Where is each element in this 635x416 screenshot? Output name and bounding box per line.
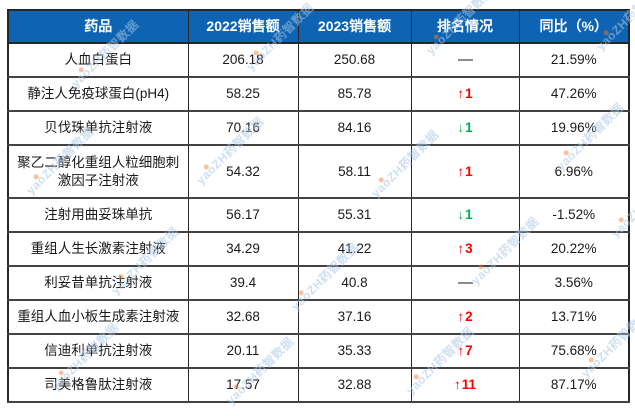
drug-name-cell: 司美格鲁肽注射液 bbox=[7, 367, 189, 403]
rank-change-cell: ↑7 bbox=[410, 333, 520, 369]
sales-2022-cell: 17.57 bbox=[187, 367, 299, 403]
rank-value: 1 bbox=[465, 163, 473, 179]
rank-arrow-icon: ↑ bbox=[457, 163, 465, 179]
drug-name-cell: 静注人免疫球蛋白(pH4) bbox=[7, 76, 189, 112]
rank-arrow-icon: ↑ bbox=[457, 86, 465, 102]
sales-2022-cell: 34.29 bbox=[187, 231, 299, 267]
yoy-cell: 3.56% bbox=[518, 265, 630, 301]
sales-2022-cell: 32.68 bbox=[187, 299, 299, 335]
yoy-cell: 21.59% bbox=[518, 42, 630, 78]
sales-2023-cell: 85.78 bbox=[297, 76, 412, 112]
rank-value: 1 bbox=[465, 120, 473, 136]
rank-value: 11 bbox=[461, 377, 477, 393]
table-row: 贝伐珠单抗注射液 70.16 84.16 ↓1 19.96% bbox=[7, 110, 630, 146]
drug-name-cell: 聚乙二醇化重组人粒细胞刺激因子注射液 bbox=[7, 144, 189, 199]
yoy-cell: 87.17% bbox=[518, 367, 630, 403]
sales-2022-cell: 39.4 bbox=[187, 265, 299, 301]
sales-2022-cell: 206.18 bbox=[187, 42, 299, 78]
sales-2023-cell: 250.68 bbox=[297, 42, 412, 78]
rank-arrow-icon: ↑ bbox=[457, 343, 465, 359]
table-row: 注射用曲妥珠单抗 56.17 55.31 ↓1 -1.52% bbox=[7, 197, 630, 233]
rank-value: 1 bbox=[465, 207, 473, 223]
sales-2022-cell: 20.11 bbox=[187, 333, 299, 369]
table-header-row: 药品 2022销售额 2023销售额 排名情况 同比（%） bbox=[7, 9, 630, 44]
drug-sales-table: 药品 2022销售额 2023销售额 排名情况 同比（%） 人血白蛋白 206.… bbox=[7, 9, 630, 403]
rank-value: 1 bbox=[465, 86, 473, 102]
sales-2022-cell: 58.25 bbox=[187, 76, 299, 112]
yoy-cell: 75.68% bbox=[518, 333, 630, 369]
sales-2023-cell: 37.16 bbox=[297, 299, 412, 335]
rank-value: 7 bbox=[465, 343, 473, 359]
yoy-cell: 19.96% bbox=[518, 110, 630, 146]
rank-change-cell: ↓1 bbox=[410, 110, 520, 146]
yoy-cell: 47.26% bbox=[518, 76, 630, 112]
sales-2023-cell: 55.31 bbox=[297, 197, 412, 233]
rank-change-cell: ↓1 bbox=[410, 197, 520, 233]
rank-change-cell: ↑2 bbox=[410, 299, 520, 335]
table-row: 重组人生长激素注射液 34.29 41.22 ↑3 20.22% bbox=[7, 231, 630, 267]
rank-arrow-icon: ↑ bbox=[453, 377, 461, 393]
rank-arrow-icon: ↓ bbox=[457, 120, 465, 136]
rank-arrow-icon: ↓ bbox=[457, 207, 465, 223]
yoy-cell: 6.96% bbox=[518, 144, 630, 199]
sales-2023-cell: 32.88 bbox=[297, 367, 412, 403]
col-header-sales-2023: 2023销售额 bbox=[297, 9, 412, 44]
rank-value: 2 bbox=[465, 309, 473, 325]
table-row: 信迪利单抗注射液 20.11 35.33 ↑7 75.68% bbox=[7, 333, 630, 369]
rank-arrow-icon: ↑ bbox=[457, 241, 465, 257]
sales-2023-cell: 84.16 bbox=[297, 110, 412, 146]
rank-change-cell: — bbox=[410, 42, 520, 78]
rank-change-cell: ↑11 bbox=[410, 367, 520, 403]
sales-2023-cell: 40.8 bbox=[297, 265, 412, 301]
yoy-cell: 13.71% bbox=[518, 299, 630, 335]
table-row: 司美格鲁肽注射液 17.57 32.88 ↑11 87.17% bbox=[7, 367, 630, 403]
sales-2023-cell: 58.11 bbox=[297, 144, 412, 199]
sales-2022-cell: 56.17 bbox=[187, 197, 299, 233]
rank-arrow-icon: — bbox=[458, 51, 473, 69]
rank-arrow-icon: — bbox=[458, 274, 473, 292]
drug-name-cell: 重组人血小板生成素注射液 bbox=[7, 299, 189, 335]
rank-change-cell: — bbox=[410, 265, 520, 301]
sales-2023-cell: 41.22 bbox=[297, 231, 412, 267]
drug-name-cell: 注射用曲妥珠单抗 bbox=[7, 197, 189, 233]
table-row: 利妥昔单抗注射液 39.4 40.8 — 3.56% bbox=[7, 265, 630, 301]
yoy-cell: -1.52% bbox=[518, 197, 630, 233]
drug-name-cell: 人血白蛋白 bbox=[7, 42, 189, 78]
col-header-drug: 药品 bbox=[7, 9, 189, 44]
sales-2022-cell: 70.16 bbox=[187, 110, 299, 146]
drug-name-cell: 信迪利单抗注射液 bbox=[7, 333, 189, 369]
table-row: 静注人免疫球蛋白(pH4) 58.25 85.78 ↑1 47.26% bbox=[7, 76, 630, 112]
col-header-yoy: 同比（%） bbox=[518, 9, 630, 44]
rank-change-cell: ↑1 bbox=[410, 76, 520, 112]
yoy-cell: 20.22% bbox=[518, 231, 630, 267]
col-header-sales-2022: 2022销售额 bbox=[187, 9, 299, 44]
table-row: 聚乙二醇化重组人粒细胞刺激因子注射液 54.32 58.11 ↑1 6.96% bbox=[7, 144, 630, 199]
table-row: 重组人血小板生成素注射液 32.68 37.16 ↑2 13.71% bbox=[7, 299, 630, 335]
rank-value: 3 bbox=[465, 241, 473, 257]
sales-2022-cell: 54.32 bbox=[187, 144, 299, 199]
drug-name-cell: 重组人生长激素注射液 bbox=[7, 231, 189, 267]
rank-change-cell: ↑3 bbox=[410, 231, 520, 267]
table-row: 人血白蛋白 206.18 250.68 — 21.59% bbox=[7, 42, 630, 78]
rank-arrow-icon: ↑ bbox=[457, 309, 465, 325]
sales-2023-cell: 35.33 bbox=[297, 333, 412, 369]
rank-change-cell: ↑1 bbox=[410, 144, 520, 199]
drug-name-cell: 贝伐珠单抗注射液 bbox=[7, 110, 189, 146]
drug-name-cell: 利妥昔单抗注射液 bbox=[7, 265, 189, 301]
col-header-rank-change: 排名情况 bbox=[410, 9, 520, 44]
